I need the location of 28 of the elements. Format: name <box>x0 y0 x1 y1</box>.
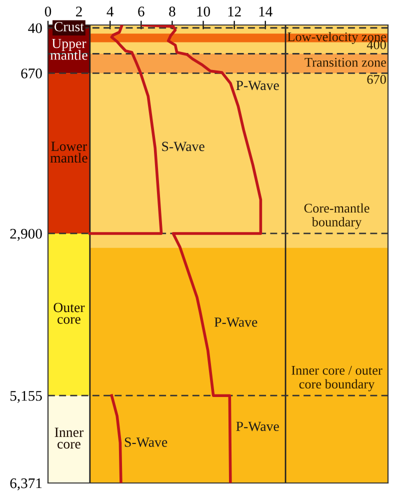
x-tick-label: 12 <box>228 6 241 16</box>
y-tick-label: 2,900 <box>10 228 42 241</box>
x-tick-label: 10 <box>197 6 210 16</box>
x-tick-label: 2 <box>76 6 82 16</box>
annotation: P-Wave <box>236 80 279 90</box>
x-tick-label: 8 <box>169 6 176 16</box>
y-tick-label: 670 <box>21 68 42 78</box>
annotation: S-Wave <box>162 142 204 152</box>
ref-line-label: 670 <box>367 74 386 84</box>
band-label: Inner core <box>54 428 84 449</box>
x-tick-label: 6 <box>138 6 144 16</box>
band-label: Outer core <box>54 302 85 324</box>
x-tick-label: 14 <box>259 6 272 16</box>
annotation: P-Wave <box>236 422 279 432</box>
y-tick-label: 6,371 <box>10 478 42 490</box>
ref-line-label: Core-mantle boundary <box>304 203 370 230</box>
y-tick-label: 40 <box>28 23 42 34</box>
annotation: S-Wave <box>124 438 168 447</box>
band-label: Crust <box>54 22 84 32</box>
band-label: Upper mantle <box>50 38 88 60</box>
annotation: P-Wave <box>214 318 258 327</box>
band-label: Lower mantle <box>50 142 88 163</box>
band-label: Transition zone <box>304 58 386 67</box>
x-tick-label: 0 <box>44 6 52 16</box>
x-tick-label: 4 <box>106 6 114 16</box>
y-tick-label: 5,155 <box>10 391 42 403</box>
ref-line-label: Inner core / outer core boundary <box>292 366 382 392</box>
ref-line-label: 400 <box>366 40 386 50</box>
